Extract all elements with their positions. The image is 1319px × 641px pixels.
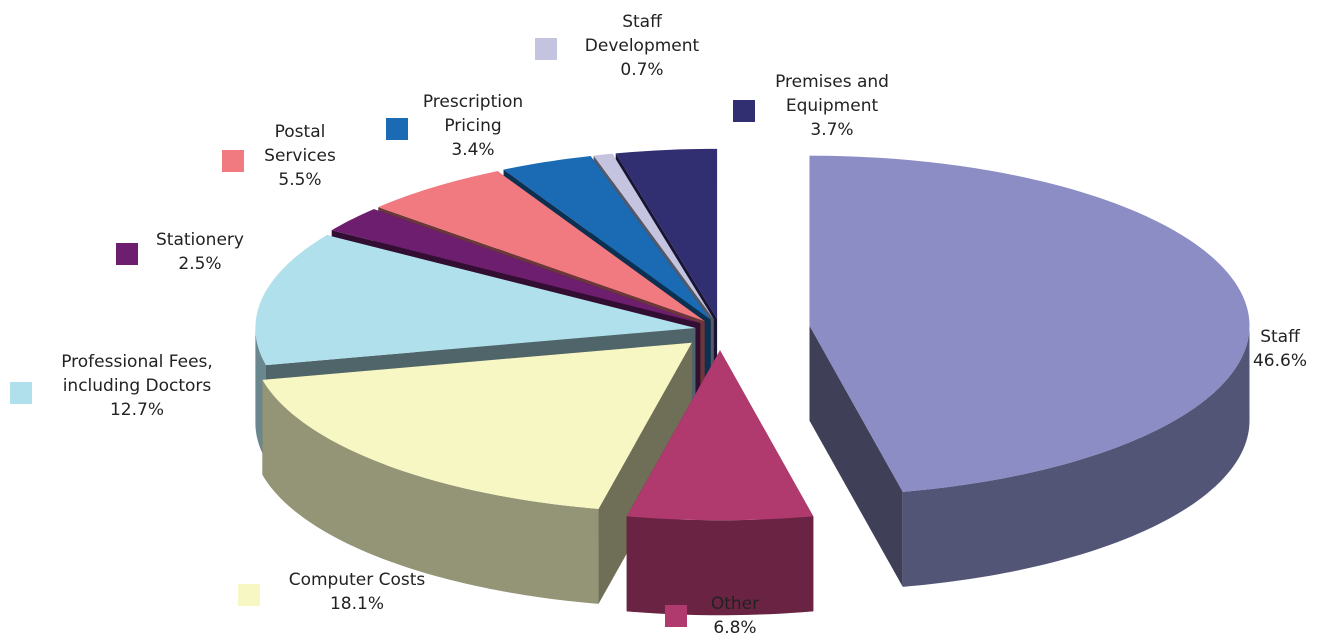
slice-label: Staff Development 0.7% [577, 10, 707, 82]
slice-outer-wall [626, 516, 814, 616]
slice-label: Other 6.8% [695, 592, 775, 640]
slice-label: Prescription Pricing 3.4% [408, 90, 538, 162]
legend-swatch [535, 38, 557, 60]
slice-label: Premises and Equipment 3.7% [757, 70, 907, 142]
category-label: Professional Fees, including Doctors [61, 352, 213, 396]
category-label: Postal Services [264, 122, 336, 166]
slice-label: Stationery 2.5% [140, 228, 260, 276]
category-label: Prescription Pricing [422, 92, 524, 136]
legend-swatch [665, 605, 687, 627]
legend-swatch [386, 118, 408, 140]
legend-swatch [116, 243, 138, 265]
slice [262, 342, 692, 604]
category-label: Staff Development [584, 12, 700, 56]
value-label: 2.5% [178, 254, 222, 274]
legend-swatch [238, 584, 260, 606]
slice-label: Postal Services 5.5% [255, 120, 345, 192]
slice-top [331, 209, 701, 324]
category-label: Other [710, 594, 760, 614]
value-label: 5.5% [278, 170, 322, 190]
legend-swatch [222, 150, 244, 172]
slice-outer-wall [902, 325, 1250, 587]
slice-top [809, 155, 1250, 492]
slice-top [626, 350, 814, 521]
value-label: 0.7% [620, 60, 664, 80]
slice-label: Staff 46.6% [1235, 325, 1319, 373]
slice-top [503, 156, 711, 320]
slice-top [615, 148, 718, 319]
slice-top [255, 235, 696, 366]
slice-top [593, 153, 714, 320]
legend-swatch [1218, 340, 1240, 362]
slice-outer-wall [262, 379, 599, 604]
slice-label: Computer Costs 18.1% [257, 568, 457, 616]
value-label: 18.1% [329, 594, 384, 614]
value-label: 6.8% [713, 618, 757, 638]
slice [809, 155, 1250, 587]
legend-swatch [10, 382, 32, 404]
category-label: Computer Costs [288, 570, 426, 590]
value-label: 46.6% [1252, 351, 1307, 371]
category-label: Stationery [156, 230, 244, 250]
value-label: 12.7% [109, 400, 164, 420]
value-label: 3.7% [810, 120, 854, 140]
value-label: 3.4% [451, 140, 495, 160]
legend-swatch [733, 100, 755, 122]
slice-label: Professional Fees, including Doctors 12.7… [45, 350, 230, 422]
slice-top [378, 171, 705, 322]
category-label: Premises and Equipment [775, 72, 889, 116]
slice-radial-wall [809, 325, 903, 587]
slice [626, 350, 814, 616]
slice-top [262, 342, 692, 509]
category-label: Staff [1260, 327, 1300, 347]
